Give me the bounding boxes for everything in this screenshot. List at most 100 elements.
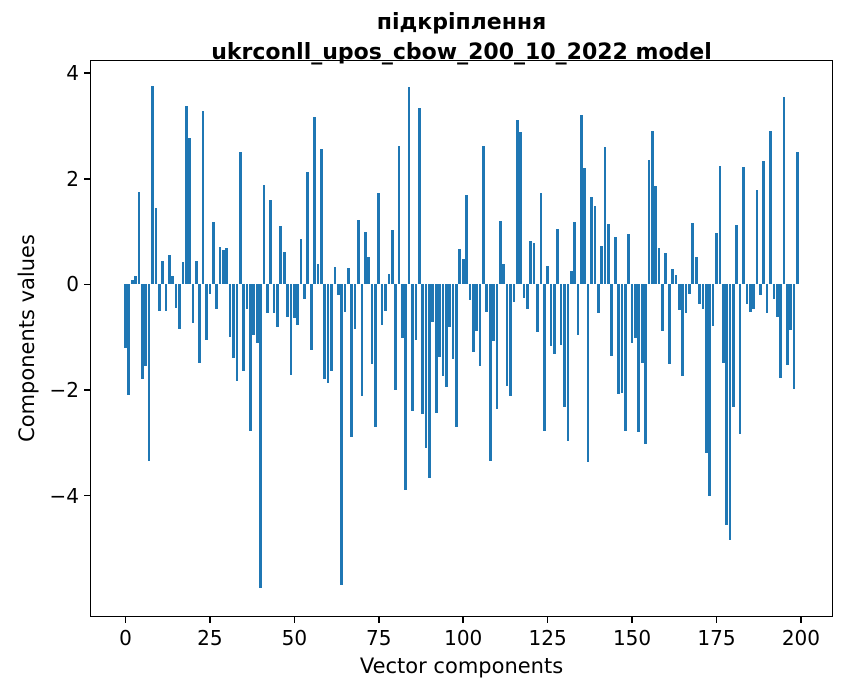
bar (245, 284, 249, 309)
x-axis-label: Vector components (359, 654, 564, 678)
bar (796, 152, 799, 285)
bar (546, 266, 549, 285)
bar (471, 284, 475, 353)
y-tick-label: 2 (66, 166, 79, 191)
bar (705, 284, 708, 454)
bar (522, 284, 526, 298)
bar (556, 229, 560, 285)
bar (157, 284, 161, 311)
bar (411, 284, 414, 411)
bar (542, 284, 546, 431)
bar (728, 284, 732, 541)
bar (512, 284, 516, 302)
bar (573, 221, 576, 285)
bar (620, 284, 624, 393)
bar (198, 284, 202, 364)
y-tick (84, 389, 90, 391)
bar (671, 269, 674, 285)
x-tick-label: 0 (119, 626, 132, 650)
bar (769, 131, 772, 285)
bar (347, 268, 350, 285)
y-tick-label: −2 (49, 377, 79, 402)
bar (232, 284, 235, 358)
bar (640, 284, 644, 364)
bar (498, 221, 502, 285)
bar (630, 284, 634, 343)
bar (553, 284, 556, 354)
bar (444, 284, 448, 388)
bar (664, 253, 668, 285)
bar (390, 230, 394, 285)
x-tick (209, 617, 211, 623)
bar (536, 284, 539, 333)
x-tick-label: 25 (197, 626, 223, 650)
bar (343, 284, 347, 312)
x-tick (800, 617, 802, 623)
bar (502, 263, 506, 285)
bar (272, 284, 276, 314)
x-tick (293, 617, 296, 623)
bar (475, 284, 479, 331)
bar (694, 257, 698, 285)
bar (401, 284, 404, 339)
bar (448, 284, 452, 328)
bar (238, 151, 242, 285)
bar (674, 275, 678, 285)
bar (424, 284, 428, 449)
bar (708, 284, 712, 496)
bar (586, 284, 590, 462)
chart-title-block: підкріплення ukrconll_upos_cbow_200_10_2… (90, 12, 833, 64)
bar (438, 284, 441, 358)
bar (590, 197, 593, 285)
bar (137, 191, 141, 285)
bar (357, 219, 360, 285)
bar (539, 193, 543, 285)
bar (563, 284, 566, 408)
x-tick (377, 617, 380, 623)
bar (681, 284, 685, 377)
bar (759, 284, 762, 296)
bar (762, 161, 766, 285)
bar (303, 284, 306, 299)
bar (684, 284, 688, 314)
bar (421, 284, 424, 415)
bar (654, 186, 658, 285)
bar (661, 284, 664, 332)
bar (276, 284, 279, 327)
bar (495, 284, 499, 409)
bar (181, 262, 185, 285)
bar (634, 284, 637, 339)
bar (144, 284, 148, 367)
bar (174, 284, 178, 309)
bar (178, 284, 181, 330)
bar (566, 284, 570, 441)
bar (265, 284, 269, 314)
x-tick-label: 125 (528, 626, 567, 650)
x-tick (462, 617, 464, 623)
bar (748, 284, 752, 313)
bar (363, 231, 367, 285)
bar (235, 284, 239, 381)
bar (715, 233, 718, 285)
bar (326, 284, 330, 383)
bar (600, 245, 603, 285)
bar (147, 284, 151, 462)
y-tick-label: 0 (66, 272, 79, 297)
bar (242, 284, 245, 371)
bar (644, 284, 647, 444)
bar (613, 237, 617, 285)
bar (441, 284, 445, 376)
bar (721, 284, 725, 363)
bar (738, 284, 742, 435)
bar (218, 247, 222, 285)
bar (451, 284, 455, 359)
bar (488, 284, 492, 462)
bar (755, 190, 759, 285)
bar (205, 284, 208, 340)
bar (596, 284, 600, 314)
bar (367, 257, 370, 285)
bar (428, 284, 431, 479)
bar (482, 145, 485, 285)
bar (772, 284, 776, 299)
